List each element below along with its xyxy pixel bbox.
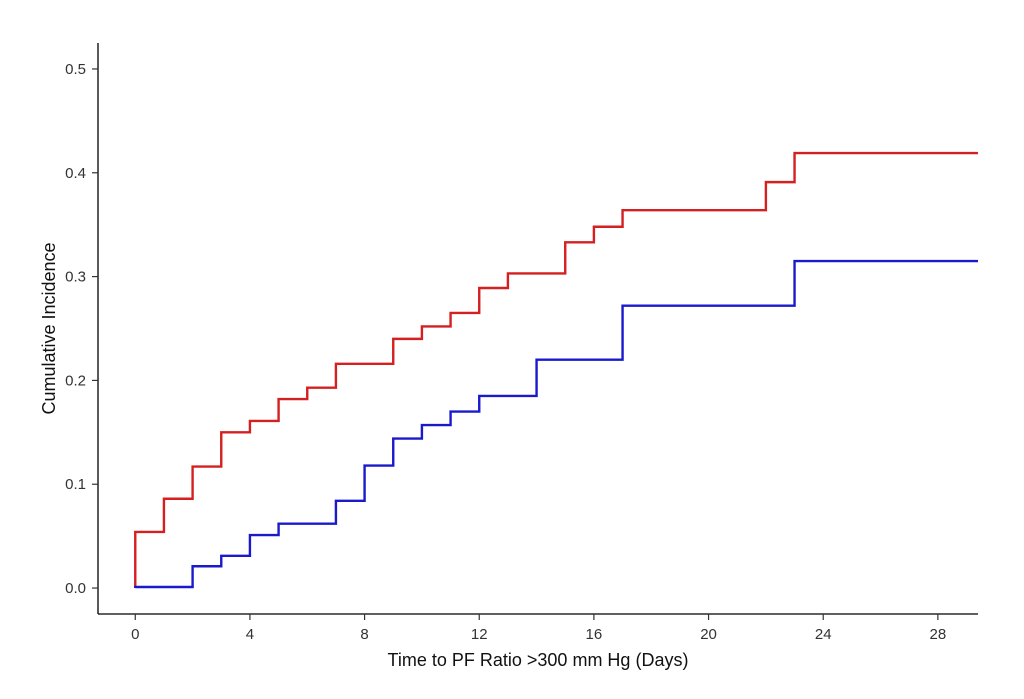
x-ticks: 0 4 8 12 16 20 24 28 [131, 614, 946, 643]
y-axis-title: Cumulative Incidence [39, 242, 59, 414]
y-tick-label: 0.0 [65, 580, 86, 597]
x-axis-title: Time to PF Ratio >300 mm Hg (Days) [388, 650, 689, 670]
series-1-step-line [134, 151, 978, 589]
x-tick-label: 0 [131, 626, 139, 643]
x-tick-label: 16 [586, 626, 603, 643]
x-tick-label: 8 [360, 626, 368, 643]
series-layer [134, 151, 978, 589]
series-2-step-line [134, 259, 978, 589]
x-tick-label: 24 [815, 626, 832, 643]
x-tick-label: 20 [700, 626, 717, 643]
y-tick-label: 0.2 [65, 372, 86, 389]
y-tick-label: 0.3 [65, 269, 86, 286]
y-tick-label: 0.5 [65, 61, 86, 78]
x-tick-label: 4 [246, 626, 254, 643]
x-tick-label: 12 [471, 626, 488, 643]
y-ticks: 0.0 0.1 0.2 0.3 0.4 0.5 [65, 61, 98, 597]
x-tick-label: 28 [930, 626, 947, 643]
y-tick-label: 0.1 [65, 476, 86, 493]
y-tick-label: 0.4 [65, 165, 86, 182]
